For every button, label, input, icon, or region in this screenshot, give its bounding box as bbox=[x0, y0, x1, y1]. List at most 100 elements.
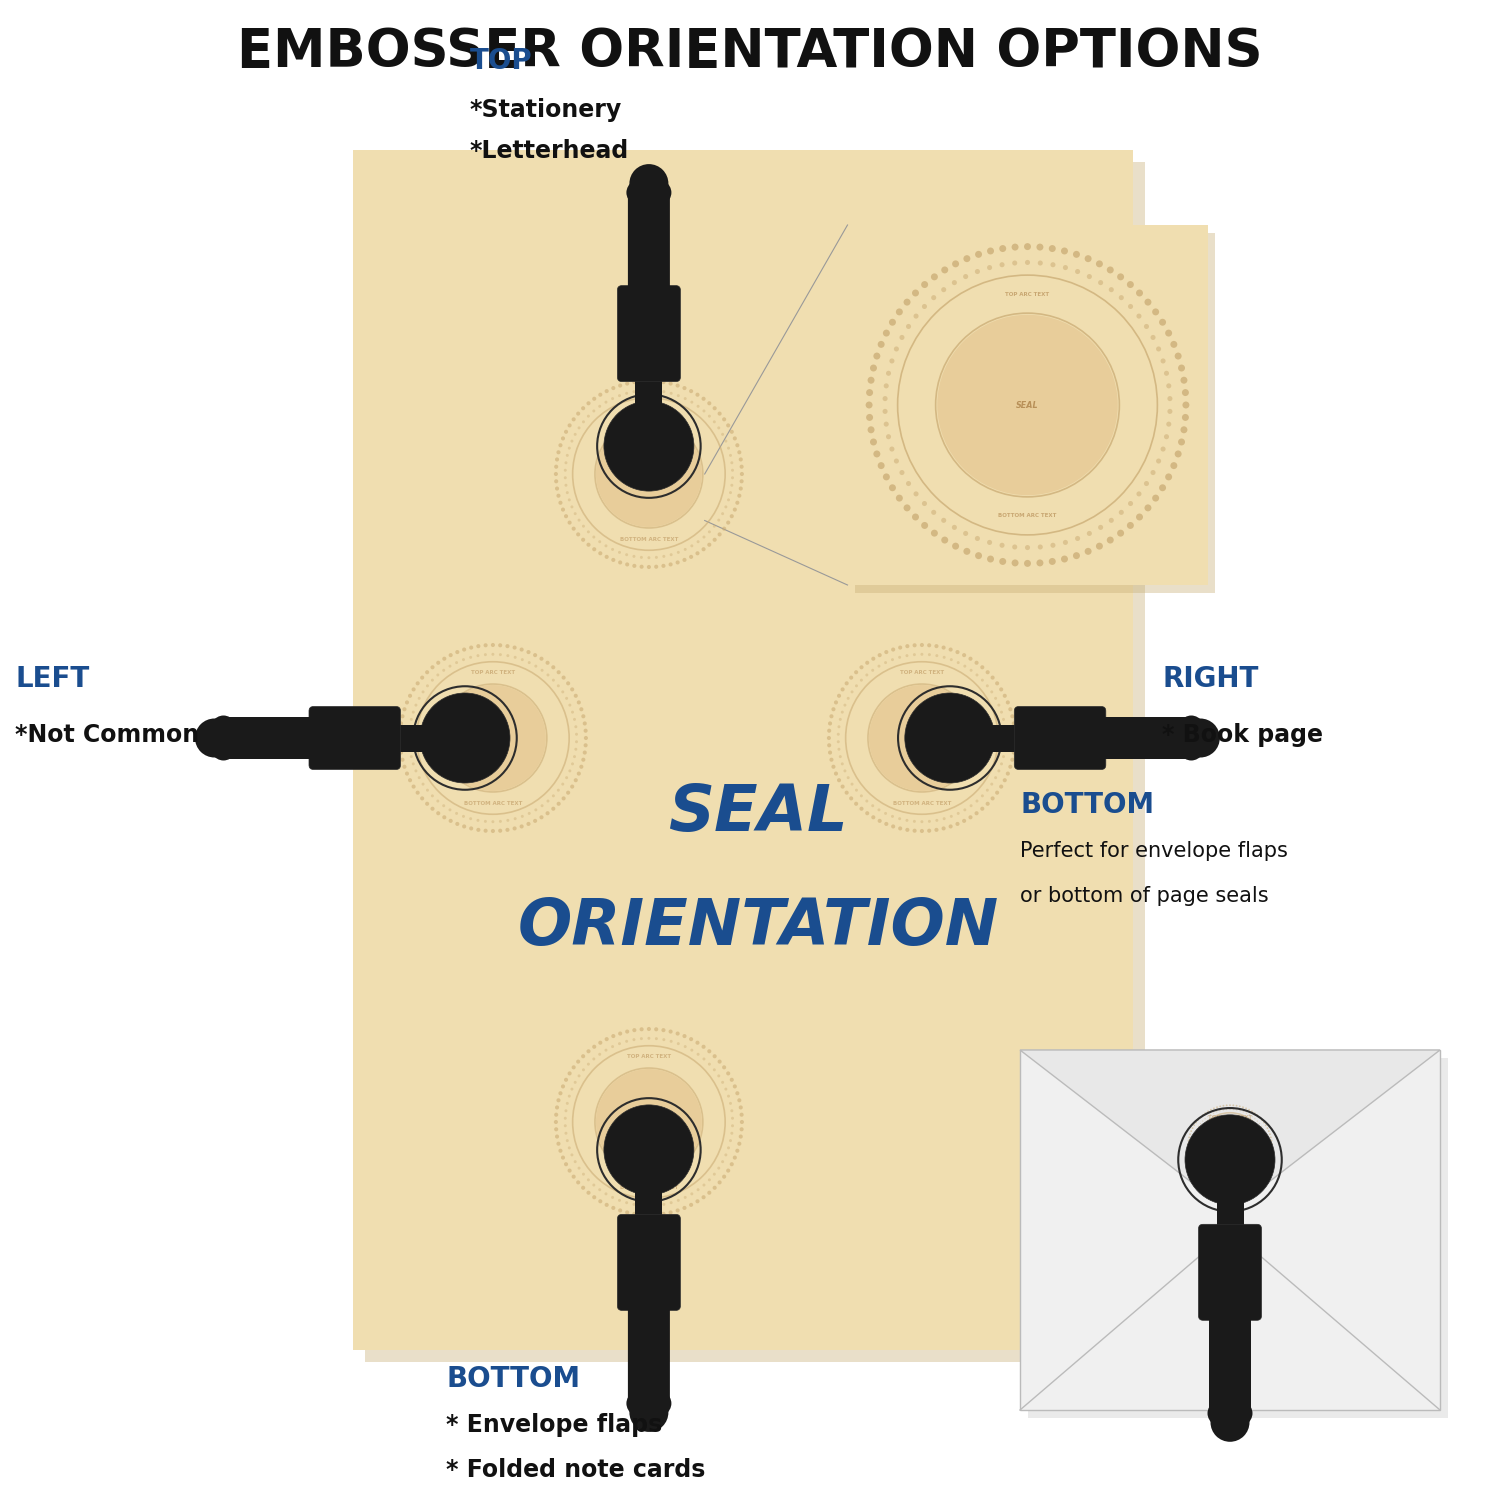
Circle shape bbox=[448, 819, 453, 824]
Circle shape bbox=[408, 693, 413, 698]
Circle shape bbox=[898, 645, 902, 650]
Circle shape bbox=[734, 507, 736, 512]
Circle shape bbox=[618, 384, 622, 387]
Circle shape bbox=[1166, 330, 1172, 336]
Circle shape bbox=[604, 1036, 609, 1041]
Circle shape bbox=[554, 1128, 558, 1131]
Circle shape bbox=[477, 644, 480, 648]
Circle shape bbox=[540, 815, 543, 819]
Circle shape bbox=[1152, 495, 1160, 501]
Circle shape bbox=[696, 540, 699, 543]
Circle shape bbox=[676, 394, 680, 398]
Circle shape bbox=[1150, 470, 1155, 476]
Circle shape bbox=[592, 1184, 596, 1186]
Circle shape bbox=[975, 812, 978, 816]
Circle shape bbox=[572, 526, 576, 531]
Circle shape bbox=[555, 486, 560, 490]
Circle shape bbox=[640, 388, 644, 392]
Circle shape bbox=[830, 714, 834, 718]
Circle shape bbox=[669, 1210, 672, 1215]
Text: *Letterhead: *Letterhead bbox=[470, 140, 628, 164]
Circle shape bbox=[1126, 280, 1134, 288]
Text: BOTTOM ARC TEXT: BOTTOM ARC TEXT bbox=[892, 801, 951, 806]
Text: TOP ARC TEXT: TOP ARC TEXT bbox=[627, 1054, 670, 1059]
Circle shape bbox=[483, 644, 488, 648]
Circle shape bbox=[402, 706, 406, 711]
Text: TOP ARC TEXT: TOP ARC TEXT bbox=[1005, 291, 1050, 297]
Circle shape bbox=[738, 1134, 742, 1138]
Circle shape bbox=[1269, 1160, 1270, 1161]
Circle shape bbox=[555, 458, 560, 462]
Circle shape bbox=[462, 815, 465, 818]
Circle shape bbox=[1210, 1402, 1249, 1441]
FancyBboxPatch shape bbox=[1216, 1196, 1243, 1228]
Circle shape bbox=[831, 765, 836, 770]
Circle shape bbox=[957, 812, 960, 814]
Circle shape bbox=[987, 540, 992, 544]
Circle shape bbox=[582, 1068, 585, 1071]
Circle shape bbox=[722, 1065, 726, 1070]
Circle shape bbox=[1048, 244, 1056, 252]
Circle shape bbox=[626, 1029, 628, 1033]
Circle shape bbox=[873, 450, 880, 458]
Circle shape bbox=[556, 789, 560, 792]
Circle shape bbox=[426, 789, 429, 792]
Circle shape bbox=[402, 765, 406, 770]
Circle shape bbox=[586, 1179, 590, 1182]
Circle shape bbox=[894, 346, 898, 351]
Circle shape bbox=[1220, 1106, 1221, 1107]
Ellipse shape bbox=[1208, 1396, 1252, 1429]
Circle shape bbox=[633, 564, 636, 568]
Circle shape bbox=[730, 1131, 734, 1134]
Circle shape bbox=[528, 812, 531, 814]
Circle shape bbox=[712, 1185, 717, 1190]
Circle shape bbox=[417, 698, 420, 700]
Circle shape bbox=[513, 645, 516, 650]
Circle shape bbox=[1161, 447, 1166, 452]
Circle shape bbox=[1050, 262, 1056, 267]
Circle shape bbox=[633, 1203, 636, 1206]
Circle shape bbox=[640, 1204, 644, 1208]
Circle shape bbox=[612, 386, 615, 390]
Circle shape bbox=[1164, 370, 1168, 376]
Circle shape bbox=[483, 828, 488, 833]
Circle shape bbox=[891, 658, 894, 662]
Circle shape bbox=[730, 1110, 734, 1113]
Circle shape bbox=[1204, 1113, 1206, 1114]
Circle shape bbox=[717, 1180, 722, 1185]
Circle shape bbox=[906, 644, 909, 648]
Circle shape bbox=[1024, 544, 1030, 550]
Circle shape bbox=[837, 726, 840, 729]
Circle shape bbox=[592, 536, 596, 538]
Circle shape bbox=[604, 1106, 694, 1196]
Circle shape bbox=[526, 650, 531, 654]
Circle shape bbox=[580, 406, 585, 411]
Circle shape bbox=[865, 812, 870, 816]
Circle shape bbox=[580, 537, 585, 542]
Circle shape bbox=[890, 358, 894, 363]
Circle shape bbox=[712, 406, 717, 411]
Circle shape bbox=[566, 490, 568, 494]
Circle shape bbox=[413, 762, 416, 765]
Circle shape bbox=[669, 1202, 672, 1204]
Circle shape bbox=[712, 420, 716, 423]
Circle shape bbox=[735, 1149, 740, 1154]
Circle shape bbox=[534, 808, 537, 812]
Circle shape bbox=[568, 704, 572, 706]
Circle shape bbox=[411, 687, 416, 692]
Circle shape bbox=[981, 678, 984, 681]
Circle shape bbox=[914, 821, 916, 824]
Circle shape bbox=[696, 1198, 699, 1203]
Circle shape bbox=[1166, 474, 1172, 480]
Circle shape bbox=[1270, 1154, 1272, 1155]
Circle shape bbox=[675, 1209, 680, 1212]
Circle shape bbox=[556, 450, 561, 454]
Circle shape bbox=[981, 807, 984, 812]
FancyBboxPatch shape bbox=[352, 150, 1132, 1350]
Circle shape bbox=[566, 698, 568, 700]
Circle shape bbox=[454, 662, 458, 664]
Circle shape bbox=[1137, 314, 1142, 318]
Circle shape bbox=[675, 561, 680, 564]
Circle shape bbox=[726, 423, 730, 427]
Circle shape bbox=[865, 800, 868, 802]
